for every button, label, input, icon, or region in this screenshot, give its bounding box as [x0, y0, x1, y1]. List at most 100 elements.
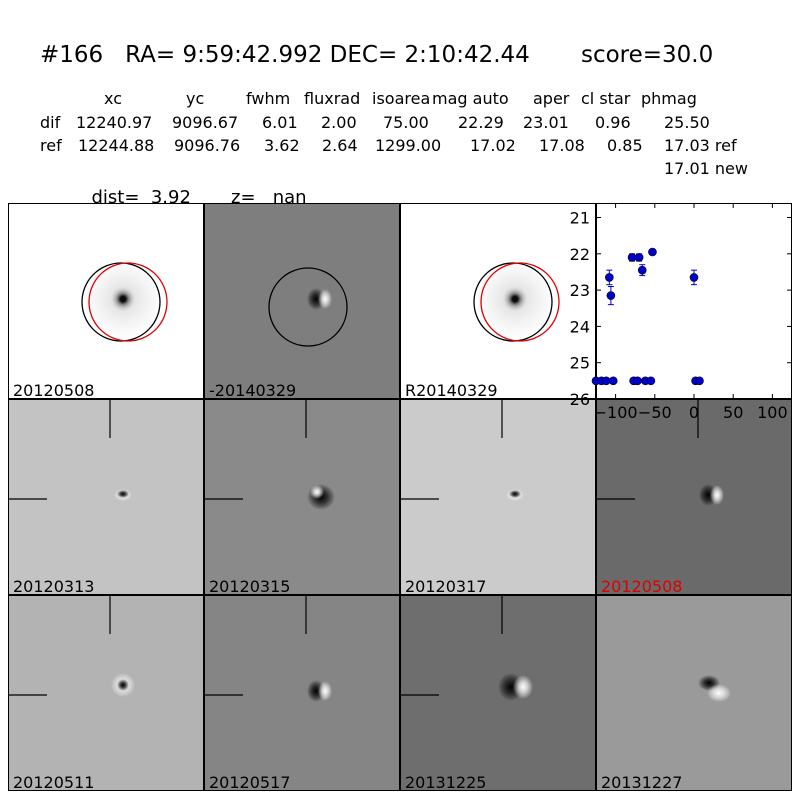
- stamp-image: [9, 596, 135, 697]
- table-header-cell: mag auto: [432, 89, 509, 108]
- distance-line: dist= 3.92 z= nan: [80, 166, 307, 208]
- dipole-positive: [318, 289, 332, 309]
- stamp-label: R20140329: [405, 381, 498, 399]
- table-cell: 12240.97: [76, 113, 153, 132]
- stamp-label: 20131225: [405, 773, 487, 791]
- source-core: [501, 285, 529, 313]
- stamp-panel: -20140329: [204, 203, 400, 399]
- stamp-panel: 20120317: [400, 399, 596, 595]
- table-cell: 25.50: [664, 113, 710, 132]
- dipole-negative: [509, 490, 521, 498]
- stamp-image: [205, 596, 332, 702]
- table-row-label: ref: [40, 136, 62, 155]
- data-point: [695, 376, 704, 386]
- stamp-panel: 20120313: [8, 399, 204, 595]
- table-cell: 17.02: [470, 136, 516, 155]
- stamp-image: [401, 596, 533, 701]
- z-label: z=: [231, 187, 256, 208]
- plot-frame: [596, 203, 792, 399]
- table-row-label: dif: [40, 113, 61, 132]
- table-cell: 9096.76: [174, 136, 241, 155]
- table-cell: 3.62: [264, 136, 300, 155]
- table-cell: 6.01: [262, 113, 298, 132]
- table-header-cell: phmag: [641, 89, 697, 108]
- x-tick-label: 100: [757, 403, 788, 422]
- stamp-label: 20120511: [13, 773, 95, 791]
- table-header-cell: aper: [533, 89, 570, 108]
- stamp-image: [597, 400, 724, 506]
- stamp-panel: 20120508: [8, 203, 204, 399]
- table-cell: 23.01: [523, 113, 569, 132]
- aperture-circle-red: [480, 262, 560, 342]
- dipole-positive: [310, 485, 324, 499]
- y-tick-label: 25: [570, 354, 590, 373]
- source-core: [109, 285, 137, 313]
- table-header-cell: xc: [104, 89, 122, 108]
- table-cell: 17.08: [539, 136, 585, 155]
- aperture-circle-black: [268, 267, 348, 347]
- lightcurve-plot: 21 22 23 24 25 26 −100 −50 0 50 100: [570, 203, 792, 422]
- data-point: [634, 253, 644, 262]
- dipole-positive: [513, 675, 533, 699]
- table-header-cell: isoarea: [372, 89, 431, 108]
- data-point: [646, 376, 656, 386]
- dipole-negative: [117, 490, 129, 498]
- data-point: [606, 291, 616, 300]
- table-cell: 2.64: [322, 136, 358, 155]
- stamp-panel: 20120517: [204, 595, 400, 791]
- table-cell: 0.96: [595, 113, 631, 132]
- table-cell: 12244.88: [78, 136, 155, 155]
- stamp-panel: 20131227: [596, 595, 792, 791]
- z-value: nan: [272, 187, 307, 208]
- data-point: [637, 265, 647, 275]
- data-point: [605, 273, 614, 282]
- stamp-image: [401, 400, 524, 501]
- data-point: [689, 273, 699, 282]
- data-point: [608, 376, 618, 386]
- aperture-circle-red: [88, 262, 168, 342]
- x-tick-label: −100: [594, 403, 638, 422]
- table-cell: 0.85: [607, 136, 643, 155]
- stamp-image: [81, 259, 168, 342]
- stamp-label: 20131227: [601, 773, 683, 791]
- stamp-label: 20120317: [405, 577, 487, 595]
- x-tick-label: 0: [689, 403, 699, 422]
- table-header-cell: yc: [186, 89, 205, 108]
- table-header-cell: fluxrad: [304, 89, 361, 108]
- y-tick-label: 24: [570, 317, 590, 336]
- dist-value: 3.92: [150, 187, 191, 208]
- table-cell: 22.29: [458, 113, 504, 132]
- stamp-panel: 20120315: [204, 399, 400, 595]
- data-point: [633, 376, 642, 386]
- y-tick-label: 22: [570, 245, 590, 264]
- stamp-image: [268, 267, 348, 347]
- dipole-positive: [710, 485, 724, 505]
- stamp-panel: 20120511: [8, 595, 204, 791]
- dipole-positive: [318, 681, 332, 701]
- stamp-panel: 20120508: [596, 399, 792, 595]
- table-cell: 75.00: [383, 113, 429, 132]
- stamp-panel: 20131225: [400, 595, 596, 791]
- table-header-cell: cl star: [581, 89, 631, 108]
- x-tick-label: −50: [638, 403, 672, 422]
- stamp-label: -20140329: [209, 381, 297, 399]
- y-tick-label: 26: [570, 390, 590, 409]
- table-cell: 17.03 ref: [664, 136, 737, 155]
- phmag-new-value: 17.01 new: [664, 159, 748, 178]
- table-cell: 9096.67: [172, 113, 239, 132]
- table-header-cell: fwhm: [246, 89, 291, 108]
- stamp-image: [205, 400, 335, 510]
- table-cell: 1299.00: [375, 136, 442, 155]
- data-point: [648, 247, 657, 257]
- stamp-image: [698, 675, 731, 702]
- y-tick-label: 21: [570, 209, 590, 228]
- page-title: #166 RA= 9:59:42.992 DEC= 2:10:42.44 sco…: [40, 42, 714, 68]
- dist-label: dist=: [91, 187, 140, 208]
- stamp-image: [9, 400, 132, 501]
- table-cell: 2.00: [321, 113, 357, 132]
- x-tick-label: 50: [723, 403, 743, 422]
- stamp-label: 20120315: [209, 577, 291, 595]
- stamp-image: [473, 259, 560, 342]
- stamp-label: 20120517: [209, 773, 291, 791]
- lightcurve-svg: 21 22 23 24 25 26−100 −50 0 50 100: [570, 203, 792, 422]
